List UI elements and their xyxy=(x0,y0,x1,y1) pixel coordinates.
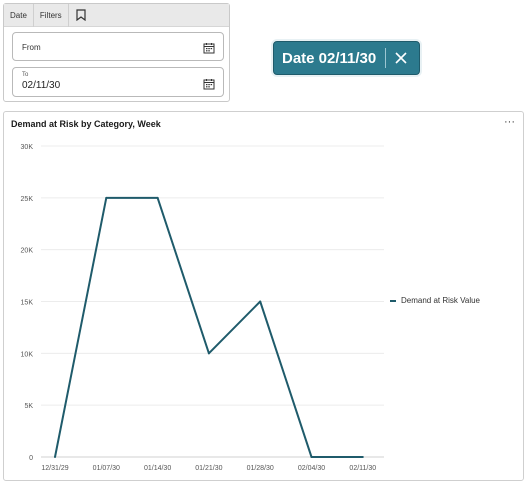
x-tick-label: 12/31/29 xyxy=(41,465,68,472)
data-point xyxy=(156,196,159,199)
bookmark-icon[interactable] xyxy=(69,4,93,27)
data-point xyxy=(207,352,210,355)
x-tick-label: 01/21/30 xyxy=(195,465,222,472)
filter-tabs: Date Filters xyxy=(4,3,229,27)
calendar-icon[interactable] xyxy=(203,77,215,90)
y-tick-label: 20K xyxy=(21,248,34,255)
x-tick-label: 02/11/30 xyxy=(349,465,376,472)
filter-panel: Date Filters From To 02/11/30 xyxy=(3,3,230,102)
data-point xyxy=(259,300,262,303)
chart-legend: Demand at Risk Value xyxy=(390,296,480,305)
x-tick-label: 01/07/30 xyxy=(93,465,120,472)
y-tick-label: 25K xyxy=(21,196,34,203)
chart-title: Demand at Risk by Category, Week xyxy=(11,119,161,129)
to-value: 02/11/30 xyxy=(22,80,61,91)
tab-filters[interactable]: Filters xyxy=(34,3,69,27)
line-chart: 0 5K 10K 15K 20K 25K 30K 12/31/29 01/07/30 01/14/… xyxy=(21,144,384,472)
chart-card: Demand at Risk by Category, Week ··· 0 5K… xyxy=(3,111,524,481)
y-tick-label: 30K xyxy=(21,144,34,151)
date-chip-label: Date 02/11/30 xyxy=(282,49,377,67)
x-tick-label: 01/28/30 xyxy=(247,465,274,472)
y-tick-label: 15K xyxy=(21,300,34,307)
to-date-field[interactable]: To 02/11/30 xyxy=(12,67,224,97)
y-tick-label: 10K xyxy=(21,351,34,358)
data-point xyxy=(310,456,313,458)
data-point xyxy=(54,456,56,458)
close-icon[interactable] xyxy=(386,41,416,75)
chip-divider xyxy=(385,48,387,68)
from-date-field[interactable]: From xyxy=(12,32,224,61)
legend-label: Demand at Risk Value xyxy=(401,296,480,305)
calendar-icon[interactable] xyxy=(203,41,215,54)
to-label: To xyxy=(22,72,29,78)
x-tick-label: 02/04/30 xyxy=(298,465,325,472)
date-filter-chip[interactable]: Date 02/11/30 xyxy=(273,41,420,75)
from-label: From xyxy=(22,43,41,52)
data-point xyxy=(361,456,364,458)
x-tick-label: 01/14/30 xyxy=(144,465,171,472)
more-options-icon[interactable]: ··· xyxy=(504,116,515,128)
tab-date[interactable]: Date xyxy=(4,3,34,27)
series-line-demand-at-risk xyxy=(54,196,363,458)
y-tick-label: 0 xyxy=(29,455,33,462)
data-point xyxy=(105,196,108,199)
legend-swatch xyxy=(390,299,396,302)
y-tick-label: 5K xyxy=(24,403,33,410)
